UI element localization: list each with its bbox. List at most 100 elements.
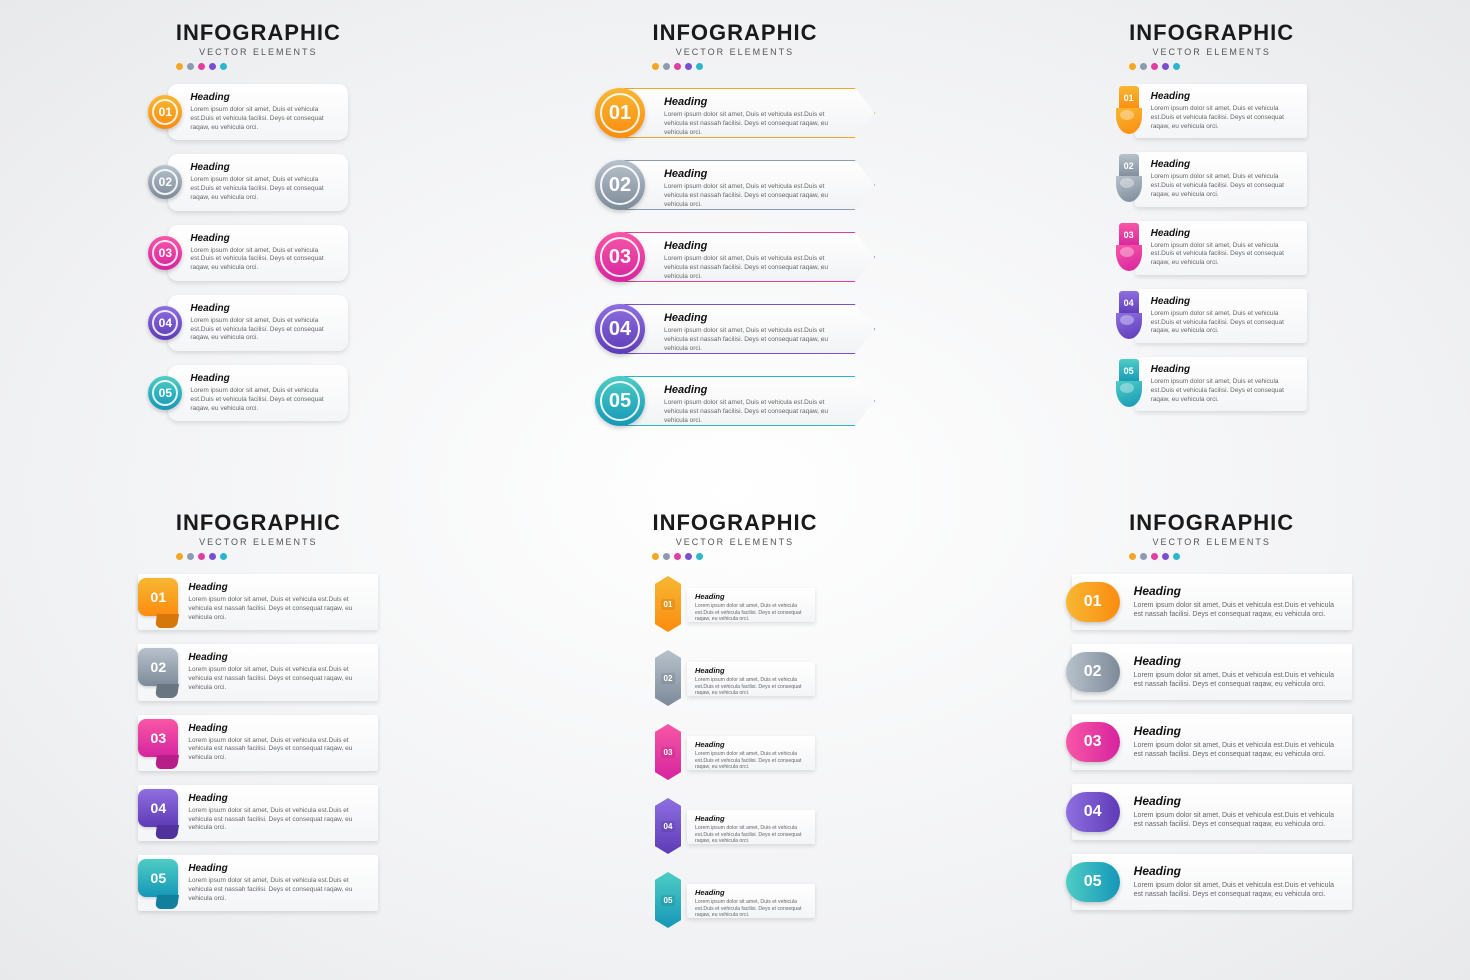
step-ribbon: 01 [1117,86,1141,138]
item-body: Lorem ipsum dolor sit amet, Duis et vehi… [695,603,807,623]
palette-dot [220,553,227,560]
palette-dot [187,553,194,560]
step-pill: 04 [1066,792,1120,832]
step-item: Heading Lorem ipsum dolor sit amet, Duis … [1072,854,1352,910]
step-item: Heading Lorem ipsum dolor sit amet, Duis … [168,154,348,210]
palette-dot [1162,63,1169,70]
step-badge: 02 [148,165,182,199]
step-badge: 04 [148,306,182,340]
item-heading: Heading [190,162,338,173]
infographic-panel-style5: INFOGRAPHICVECTOR ELEMENTS01HeadingLorem… [517,500,954,970]
step-list: Heading Lorem ipsum dolor sit amet, Duis … [993,84,1430,411]
palette-dots [1129,553,1294,560]
item-body: Lorem ipsum dolor sit amet, Duis et vehi… [664,111,848,137]
step-ribbon: 02 [1117,154,1141,206]
item-body: Lorem ipsum dolor sit amet, Duis et vehi… [1134,741,1338,760]
palette-dot [652,553,659,560]
palette-dot [696,63,703,70]
palette-dots [1129,63,1294,70]
step-item: 05HeadingLorem ipsum dolor sit amet, Dui… [655,870,815,930]
item-heading: Heading [1134,584,1338,598]
palette-dots [176,553,341,560]
step-list: Heading Lorem ipsum dolor sit amet, Duis … [993,574,1430,910]
step-tag: 05 [138,859,178,897]
step-badge: 01 [148,95,182,129]
step-arrow: 02 [655,650,681,706]
panel-title: INFOGRAPHIC [1129,510,1294,536]
item-body: Lorem ipsum dolor sit amet, Duis et vehi… [190,247,338,273]
palette-dots [176,63,341,70]
step-item: HeadingLorem ipsum dolor sit amet, Duis … [1117,152,1307,206]
step-pill: 01 [1066,582,1120,622]
panel-title: INFOGRAPHIC [652,510,817,536]
item-body: Lorem ipsum dolor sit amet, Duis et vehi… [1151,310,1297,336]
item-heading: Heading [188,582,366,593]
item-heading: Heading [664,312,848,324]
step-item: 02HeadingLorem ipsum dolor sit amet, Dui… [655,648,815,708]
item-heading: Heading [664,96,848,108]
palette-dot [663,63,670,70]
item-body: Lorem ipsum dolor sit amet, Duis et vehi… [1151,105,1297,131]
step-tag: 04 [138,789,178,827]
item-heading: Heading [695,740,807,749]
item-body: Lorem ipsum dolor sit amet, Duis et vehi… [695,677,807,697]
panel-title: INFOGRAPHIC [1129,20,1294,46]
palette-dots [652,553,817,560]
step-item: HeadingLorem ipsum dolor sit amet, Duis … [168,295,348,351]
step-item: HeadingLorem ipsum dolor sit amet, Duis … [138,785,378,841]
step-item: HeadingLorem ipsum dolor sit amet, Duis … [168,225,348,281]
palette-dot [1151,553,1158,560]
step-ribbon: 04 [1117,291,1141,343]
step-list: Heading Lorem ipsum dolor sit amet, Duis … [40,84,477,421]
palette-dot [176,553,183,560]
infographic-panel-style3: INFOGRAPHICVECTOR ELEMENTSHeadingLorem i… [993,10,1430,480]
palette-dot [1151,63,1158,70]
item-body: Lorem ipsum dolor sit amet, Duis et vehi… [188,737,366,763]
step-badge: 03 [595,232,645,282]
palette-dot [1140,63,1147,70]
item-body: Lorem ipsum dolor sit amet, Duis et vehi… [1151,378,1297,404]
palette-dot [685,63,692,70]
item-heading: Heading [1151,91,1297,102]
item-body: Lorem ipsum dolor sit amet, Duis et vehi… [190,106,338,132]
item-heading: Heading [695,814,807,823]
step-item: HeadingLorem ipsum dolor sit amet, Duis … [595,300,875,358]
palette-dot [198,63,205,70]
item-body: Lorem ipsum dolor sit amet, Duis et vehi… [190,317,338,343]
item-heading: Heading [188,863,366,874]
step-item: HeadingLorem ipsum dolor sit amet, Duis … [1072,644,1352,700]
item-body: Lorem ipsum dolor sit amet, Duis et vehi… [1134,881,1338,900]
step-item: Heading Lorem ipsum dolor sit amet, Duis … [168,84,348,140]
item-body: Lorem ipsum dolor sit amet, Duis et vehi… [664,255,848,281]
item-heading: Heading [1151,159,1297,170]
item-heading: Heading [190,92,338,103]
step-list: Heading Lorem ipsum dolor sit amet, Duis … [517,84,954,430]
step-pill: 05 [1066,862,1120,902]
palette-dot [220,63,227,70]
step-pill: 02 [1066,652,1120,692]
palette-dots [652,63,817,70]
panel-subtitle: VECTOR ELEMENTS [176,47,341,57]
palette-dot [198,553,205,560]
step-tag: 03 [138,719,178,757]
item-body: Lorem ipsum dolor sit amet, Duis et vehi… [188,666,366,692]
infographic-panel-style2: INFOGRAPHICVECTOR ELEMENTSHeadingLorem i… [517,10,954,480]
item-heading: Heading [695,592,807,601]
item-heading: Heading [1134,864,1338,878]
step-badge: 01 [595,88,645,138]
palette-dot [674,553,681,560]
item-body: Lorem ipsum dolor sit amet, Duis et vehi… [664,399,848,425]
palette-dot [176,63,183,70]
item-body: Lorem ipsum dolor sit amet, Duis et vehi… [1151,242,1297,268]
step-badge: 04 [595,304,645,354]
item-heading: Heading [1134,654,1338,668]
step-item: HeadingLorem ipsum dolor sit amet, Duis … [1117,221,1307,275]
step-item: Heading Lorem ipsum dolor sit amet, Duis … [595,372,875,430]
item-body: Lorem ipsum dolor sit amet, Duis et vehi… [188,807,366,833]
item-body: Lorem ipsum dolor sit amet, Duis et vehi… [188,877,366,903]
item-body: Lorem ipsum dolor sit amet, Duis et vehi… [190,176,338,202]
item-heading: Heading [188,652,366,663]
step-arrow: 05 [655,872,681,928]
item-heading: Heading [664,384,848,396]
infographic-panel-style1: INFOGRAPHICVECTOR ELEMENTSHeadingLorem i… [40,10,477,480]
